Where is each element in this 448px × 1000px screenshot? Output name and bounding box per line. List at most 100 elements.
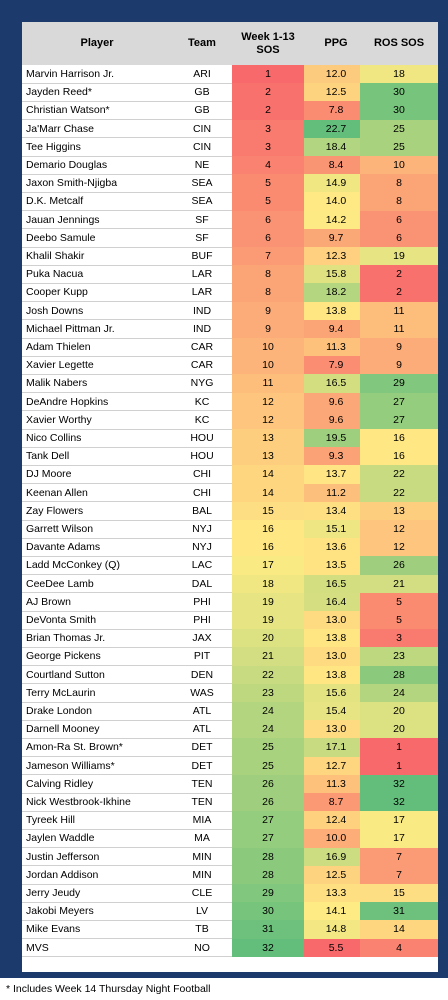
team-cell: SF xyxy=(195,213,209,226)
ros-sos-cell: 20 xyxy=(360,720,438,739)
team-cell: SF xyxy=(195,231,209,244)
player-cell: Brian Thomas Jr. xyxy=(26,632,106,645)
header-sos: Week 1-13 SOS xyxy=(232,22,304,65)
player-cell: Terry McLaurin xyxy=(26,686,96,699)
ppg-cell: 13.0 xyxy=(304,647,368,666)
sos-cell: 23 xyxy=(232,683,304,702)
ros-row: 16 xyxy=(360,447,438,466)
ros-sos-cell: 15 xyxy=(360,884,438,903)
ros-sos-cell: 13 xyxy=(360,501,438,520)
row-divider xyxy=(22,810,232,812)
row-divider xyxy=(22,719,232,721)
team-cell: ATL xyxy=(192,723,212,736)
sos-cell: 19 xyxy=(232,611,304,630)
ppg-cell: 15.8 xyxy=(304,265,368,284)
ros-sos-cell: 31 xyxy=(360,902,438,921)
row-divider xyxy=(22,592,232,594)
player-cell: MVS xyxy=(26,941,49,954)
ppg-cell: 11.3 xyxy=(304,338,368,357)
table-row: Khalil Shakir BUF 7 12.3 xyxy=(22,247,368,266)
sos-cell: 5 xyxy=(232,192,304,211)
ros-row: 17 xyxy=(360,829,438,848)
sos-cell: 13 xyxy=(232,429,304,448)
row-divider xyxy=(22,428,232,430)
table-row: Deebo Samule SF 6 9.7 xyxy=(22,228,368,247)
player-cell: DJ Moore xyxy=(26,468,72,481)
ppg-cell: 13.7 xyxy=(304,465,368,484)
ros-sos-cell: 29 xyxy=(360,374,438,393)
ros-row: 15 xyxy=(360,884,438,903)
team-cell: NYG xyxy=(190,377,214,390)
ros-row: 8 xyxy=(360,174,438,193)
ros-sos-cell: 22 xyxy=(360,483,438,502)
row-divider xyxy=(22,792,232,794)
table-row: George Pickens PIT 21 13.0 xyxy=(22,647,368,666)
table-row: Calving Ridley TEN 26 11.3 xyxy=(22,774,368,793)
ros-sos-cell: 2 xyxy=(360,265,438,284)
ros-row: 30 xyxy=(360,101,438,120)
header-player: Player xyxy=(22,22,172,65)
team-cell: HOU xyxy=(190,432,214,445)
team-cell: CLE xyxy=(191,887,213,900)
sos-cell: 8 xyxy=(232,283,304,302)
table-row: Jordan Addison MIN 28 12.5 xyxy=(22,865,368,884)
row-divider xyxy=(22,701,232,703)
team-cell: CHI xyxy=(192,486,212,499)
sos-cell: 25 xyxy=(232,738,304,757)
ppg-cell: 18.4 xyxy=(304,137,368,156)
table-row: Malik Nabers NYG 11 16.5 xyxy=(22,374,368,393)
team-cell: TEN xyxy=(191,796,213,809)
table-row: Josh Downs IND 9 13.8 xyxy=(22,301,368,320)
sos-cell: 11 xyxy=(232,374,304,393)
row-divider xyxy=(22,446,232,448)
team-cell: MIN xyxy=(192,850,212,863)
row-divider xyxy=(22,683,232,685)
table-row: Cooper Kupp LAR 8 18.2 xyxy=(22,283,368,302)
table-row: Jaylen Waddle MA 27 10.0 xyxy=(22,829,368,848)
ros-row: 8 xyxy=(360,192,438,211)
team-cell: IND xyxy=(192,322,212,335)
table-row: Ja'Marr Chase CIN 3 22.7 xyxy=(22,119,368,138)
table-row: DJ Moore CHI 14 13.7 xyxy=(22,465,368,484)
row-divider xyxy=(22,228,232,230)
ros-sos-cell: 30 xyxy=(360,83,438,102)
table-row: Tank Dell HOU 13 9.3 xyxy=(22,447,368,466)
ros-sos-cell: 11 xyxy=(360,319,438,338)
ros-row: 31 xyxy=(360,902,438,921)
player-cell: Jordan Addison xyxy=(26,868,99,881)
ros-row: 26 xyxy=(360,556,438,575)
row-divider xyxy=(22,610,232,612)
table-row: Ladd McConkey (Q) LAC 17 13.5 xyxy=(22,556,368,575)
table-row: Adam Thielen CAR 10 11.3 xyxy=(22,338,368,357)
team-cell: DET xyxy=(191,759,213,772)
table-row: Xavier Worthy KC 12 9.6 xyxy=(22,410,368,429)
team-cell: PIT xyxy=(193,650,211,663)
ros-row: 17 xyxy=(360,811,438,830)
ros-row: 10 xyxy=(360,156,438,175)
ros-sos-cell: 24 xyxy=(360,683,438,702)
sos-cell: 15 xyxy=(232,501,304,520)
table-row: Nico Collins HOU 13 19.5 xyxy=(22,429,368,448)
row-divider xyxy=(22,137,232,139)
ppg-cell: 14.9 xyxy=(304,174,368,193)
ros-sos-cell: 7 xyxy=(360,847,438,866)
sos-cell: 26 xyxy=(232,793,304,812)
team-cell: GB xyxy=(194,104,210,117)
ppg-cell: 7.8 xyxy=(304,101,368,120)
ros-sos-cell: 12 xyxy=(360,538,438,557)
table-row: Jerry Jeudy CLE 29 13.3 xyxy=(22,884,368,903)
player-cell: Amon-Ra St. Brown* xyxy=(26,741,123,754)
sos-cell: 20 xyxy=(232,629,304,648)
ros-row: 7 xyxy=(360,847,438,866)
sos-cell: 13 xyxy=(232,447,304,466)
ros-sos-cell: 1 xyxy=(360,756,438,775)
row-divider xyxy=(22,919,232,921)
ros-row: 21 xyxy=(360,574,438,593)
team-cell: MIN xyxy=(192,868,212,881)
table-row: DeAndre Hopkins KC 12 9.6 xyxy=(22,392,368,411)
player-cell: Garrett Wilson xyxy=(26,523,94,536)
ppg-cell: 14.2 xyxy=(304,210,368,229)
ros-row: 22 xyxy=(360,465,438,484)
ros-sos-cell: 5 xyxy=(360,592,438,611)
ros-sos-cell: 18 xyxy=(360,65,438,84)
